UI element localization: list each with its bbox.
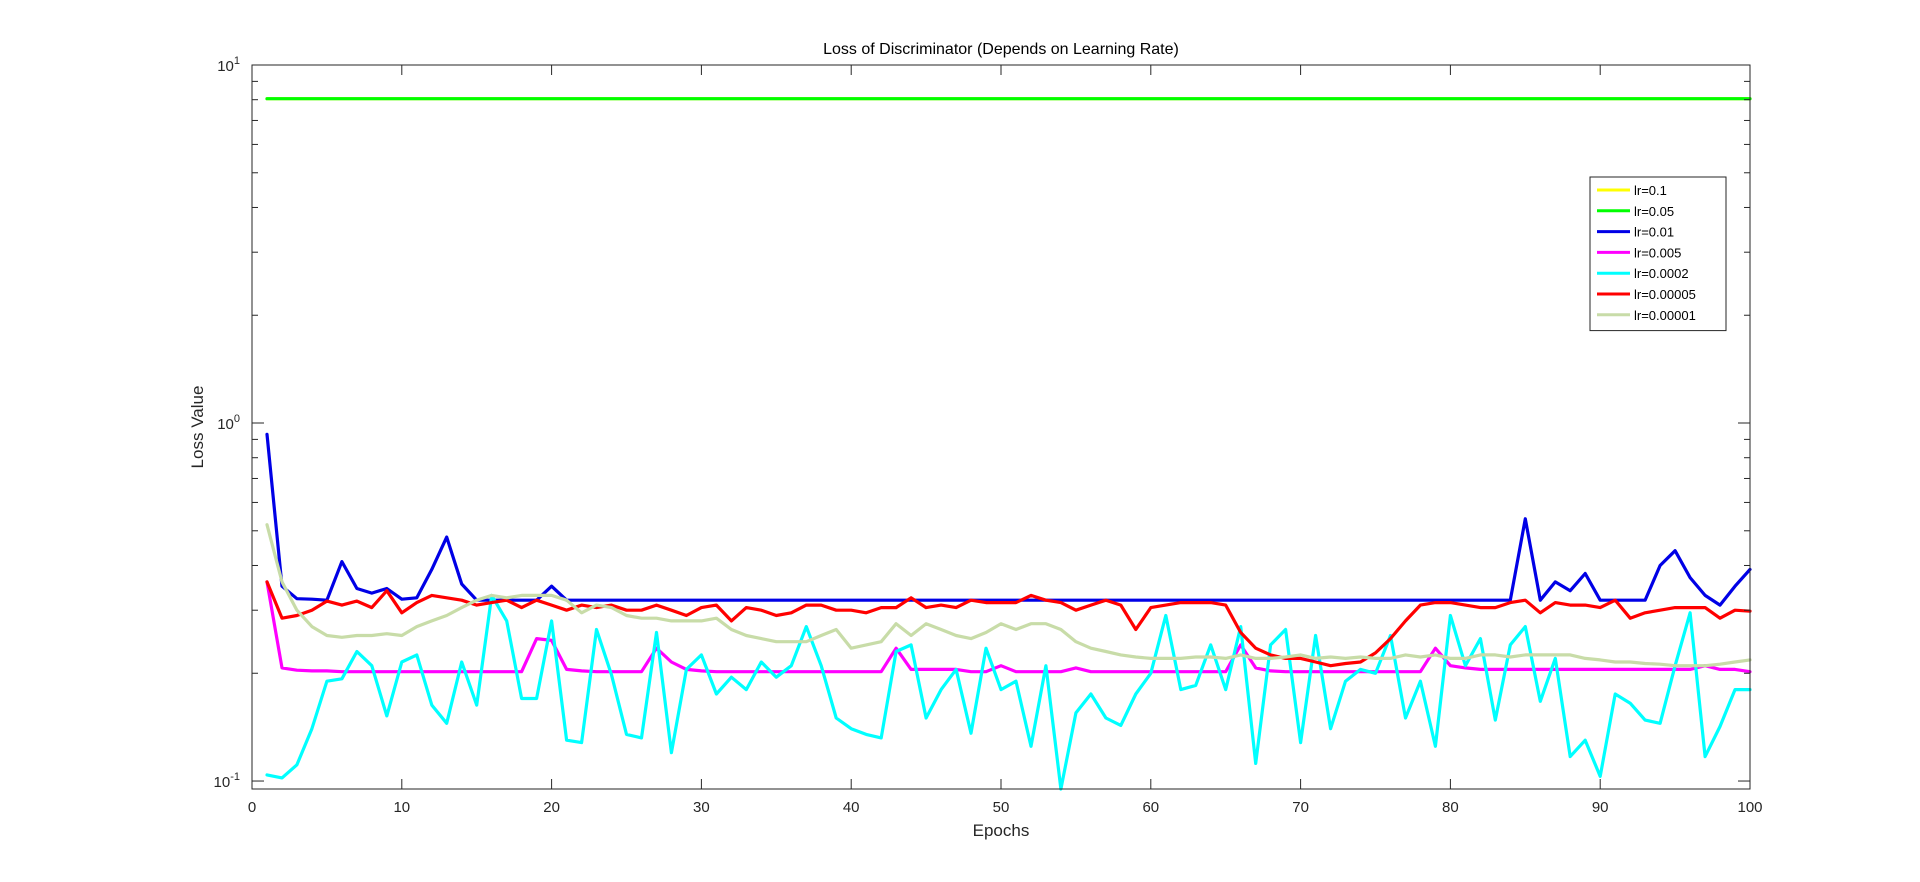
legend-label: lr=0.1 [1634, 183, 1667, 198]
legend-label: lr=0.0002 [1634, 266, 1689, 281]
axes: 0 10 20 30 40 50 60 70 80 90 100 10-1 100 101 [214, 55, 1763, 816]
x-tick-label: 100 [1737, 799, 1762, 816]
legend-label: lr=0.00005 [1634, 287, 1696, 302]
series-line-lr-0-00001 [265, 523, 1752, 668]
x-tick-label: 90 [1592, 799, 1609, 816]
x-tick-label: 0 [248, 799, 256, 816]
series-line-lr-0-00005 [265, 580, 1752, 668]
x-tick-label: 70 [1292, 799, 1309, 816]
y-tick-label: 100 [217, 413, 240, 433]
series-line-lr-0-0002 [265, 593, 1752, 791]
x-axis-label: Epochs [973, 821, 1030, 840]
x-tick-label: 60 [1142, 799, 1159, 816]
y-tick-label: 10-1 [214, 771, 240, 791]
x-tick-label: 50 [993, 799, 1010, 816]
x-tick-label: 20 [543, 799, 560, 816]
x-tick-label: 80 [1442, 799, 1459, 816]
y-tick-label: 101 [217, 55, 240, 75]
series-layer [265, 97, 1752, 791]
legend-label: lr=0.05 [1634, 204, 1674, 219]
series-line-lr-0-01 [265, 432, 1752, 607]
chart-title: Loss of Discriminator (Depends on Learni… [823, 41, 1179, 58]
legend: lr=0.1 lr=0.05 lr=0.01 lr=0.005 lr=0.0002 lr=… [1589, 176, 1727, 332]
x-tick-label: 30 [693, 799, 710, 816]
legend-label: lr=0.01 [1634, 225, 1674, 240]
y-axis-label: Loss Value [188, 386, 207, 469]
legend-label: lr=0.005 [1634, 245, 1681, 260]
x-tick-label: 10 [393, 799, 410, 816]
series-line-lr-0-005 [265, 580, 1752, 674]
legend-label: lr=0.00001 [1634, 308, 1696, 323]
x-tick-label: 40 [843, 799, 860, 816]
plot-area [252, 65, 1750, 789]
